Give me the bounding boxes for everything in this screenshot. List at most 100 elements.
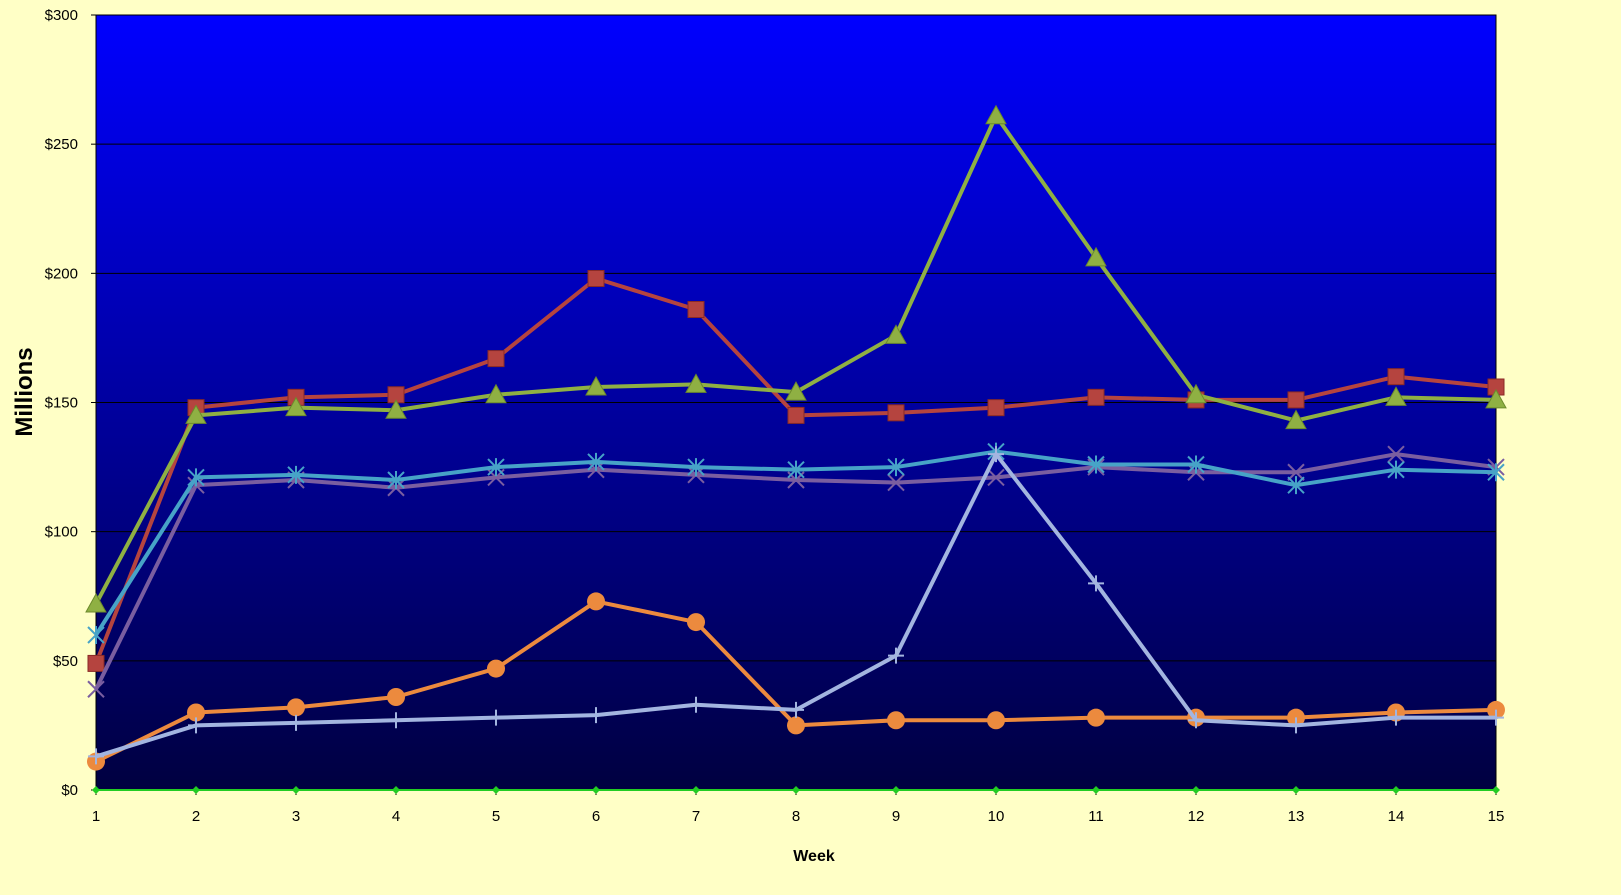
data-point: [687, 458, 705, 477]
data-point: [785, 381, 807, 401]
data-point: [92, 786, 100, 794]
series-layer: [85, 104, 1507, 794]
data-point: [587, 452, 605, 471]
data-point: [187, 468, 205, 487]
data-point: [287, 465, 305, 484]
series: [85, 104, 1507, 613]
x-tick-label: 7: [692, 808, 700, 825]
x-tick-label: 6: [592, 808, 600, 825]
data-point: [1192, 786, 1200, 794]
data-point: [1087, 388, 1105, 406]
data-point: [888, 647, 904, 664]
data-point: [992, 786, 1000, 794]
data-point: [487, 659, 505, 678]
data-point: [885, 324, 907, 344]
data-point: [687, 613, 705, 632]
series: [87, 442, 1505, 644]
x-tick-label: 8: [792, 808, 800, 825]
data-point: [287, 698, 305, 717]
x-tick-label: 9: [892, 808, 900, 825]
x-tick-label: 4: [392, 808, 400, 825]
data-point: [85, 592, 107, 613]
data-point: [1292, 786, 1300, 794]
data-point: [185, 404, 207, 424]
gridlines: [96, 143, 1496, 662]
data-point: [887, 404, 905, 422]
data-point: [285, 396, 307, 417]
data-point: [488, 709, 504, 726]
data-point: [1188, 712, 1204, 729]
x-tick-label: 5: [492, 808, 500, 825]
data-point: [387, 471, 405, 489]
series: [92, 786, 1500, 794]
x-tick-label: 11: [1088, 808, 1104, 825]
data-point: [387, 688, 405, 706]
data-point: [792, 786, 800, 794]
data-point: [487, 458, 505, 477]
data-point: [987, 468, 1005, 487]
data-point: [487, 350, 505, 368]
y-tick-label: $100: [45, 524, 78, 541]
series: [88, 446, 1504, 765]
series: [87, 270, 1505, 672]
data-point: [887, 711, 905, 730]
data-point: [1387, 460, 1405, 479]
data-point: [388, 712, 404, 729]
x-tick-label: 3: [292, 808, 300, 825]
data-point: [787, 716, 805, 735]
data-point: [1387, 368, 1405, 386]
data-point: [1287, 476, 1305, 495]
data-point: [288, 714, 304, 731]
data-point: [88, 748, 104, 765]
y-tick-label: $250: [45, 136, 78, 153]
data-point: [1388, 709, 1404, 726]
data-point: [587, 592, 605, 611]
data-point: [985, 104, 1007, 125]
y-axis-title: Millions: [11, 347, 38, 436]
data-point: [1488, 709, 1504, 726]
data-point: [787, 406, 805, 424]
data-point: [87, 654, 105, 672]
x-tick-label: 12: [1188, 808, 1205, 825]
data-point: [988, 446, 1004, 463]
data-point: [587, 270, 605, 287]
data-point: [1085, 246, 1107, 267]
x-tick-label: 13: [1288, 808, 1305, 825]
x-axis-title: Week: [793, 848, 835, 865]
data-point: [187, 703, 205, 722]
y-tick-label: $200: [45, 265, 78, 282]
data-point: [485, 383, 507, 404]
data-point: [1287, 463, 1305, 481]
data-point: [987, 711, 1005, 730]
data-point: [1087, 708, 1105, 727]
y-tick-label: $300: [45, 7, 78, 24]
data-point: [1287, 391, 1305, 409]
data-point: [1485, 388, 1507, 409]
data-point: [987, 399, 1005, 417]
data-point: [1092, 786, 1100, 794]
y-axis-tick-labels: $0 $50 $100 $150 $200 $250 $300: [45, 7, 96, 799]
x-axis-tick-labels: 1 2 3 4 5 6 7 8 9 10 11 12 13 14 15: [92, 790, 1505, 825]
data-point: [592, 786, 600, 794]
data-point: [392, 786, 400, 794]
x-tick-label: 10: [988, 808, 1005, 825]
x-tick-label: 14: [1388, 808, 1405, 825]
data-point: [1492, 786, 1500, 794]
data-point: [1385, 386, 1407, 406]
y-tick-label: $150: [45, 395, 78, 412]
data-point: [588, 707, 604, 724]
data-point: [192, 786, 200, 794]
data-point: [1288, 717, 1304, 734]
y-tick-label: $0: [61, 782, 78, 799]
data-point: [1087, 455, 1105, 474]
data-point: [292, 786, 300, 794]
x-tick-label: 15: [1488, 808, 1505, 825]
data-point: [1392, 786, 1400, 794]
data-point: [692, 786, 700, 794]
data-point: [887, 473, 905, 492]
data-point: [1185, 383, 1207, 404]
data-point: [892, 786, 900, 794]
data-point: [1285, 409, 1307, 430]
data-point: [887, 458, 905, 477]
data-point: [787, 460, 805, 479]
